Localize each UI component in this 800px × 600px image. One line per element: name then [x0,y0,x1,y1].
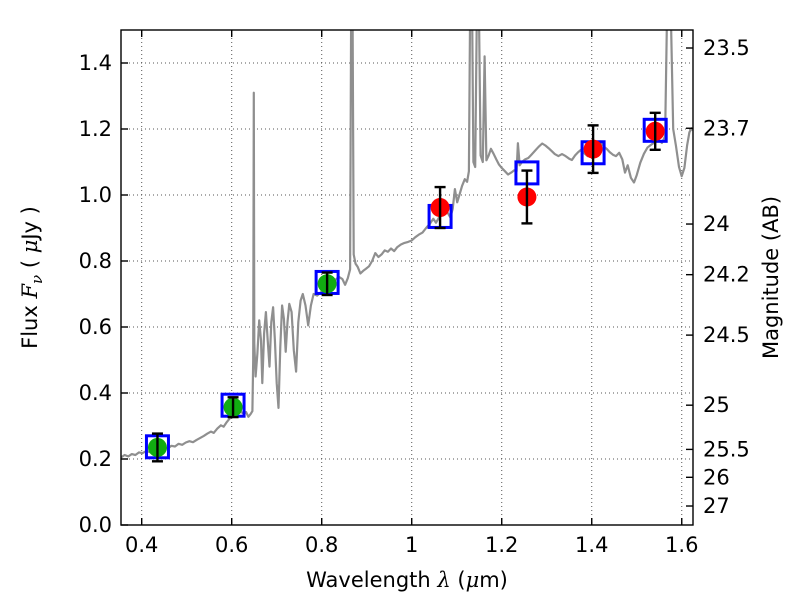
mag-tick-label: 24 [703,212,730,236]
flux-tick-label: 0.6 [79,315,112,339]
error-bars [151,111,661,463]
flux-tick-labels: 0.0 0.2 0.4 0.6 0.8 1.0 1.2 1.4 [79,51,112,537]
x-tick-label: 1.4 [575,533,608,557]
x-tick-label: 1.6 [665,533,698,557]
x-tick-label: 0.6 [215,533,248,557]
y-axis-title-left: Flux Fν ( μJy ) [18,206,46,349]
x-tick-label: 1 [405,533,418,557]
y-axis-title-right: Magnitude (AB) [759,196,783,359]
mag-tick-label: 23.5 [703,36,750,60]
mag-tick-label: 27 [703,494,730,518]
flux-tick-label: 0.8 [79,249,112,273]
grid [121,30,693,525]
mag-tick-label: 25 [703,393,730,417]
flux-tick-label: 0.4 [79,381,112,405]
x-tick-label: 0.8 [305,533,338,557]
mag-tick-label: 24.5 [703,323,750,347]
mag-tick-label: 25.5 [703,437,750,461]
flux-tick-label: 0.0 [79,513,112,537]
x-tick-label: 0.4 [125,533,158,557]
mag-tick-label: 24.2 [703,263,750,287]
flux-tick-label: 1.4 [79,51,112,75]
mag-tick-labels: 23.5 23.7 24 24.2 24.5 25 25.5 26 27 [703,36,750,518]
flux-tick-label: 1.0 [79,183,112,207]
axis-ticks [121,30,693,526]
x-tick-labels: 0.4 0.6 0.8 1 1.2 1.4 1.6 [125,533,698,557]
flux-tick-label: 0.2 [79,447,112,471]
x-tick-label: 1.2 [485,533,518,557]
flux-tick-label: 1.2 [79,117,112,141]
mag-tick-label: 26 [703,465,730,489]
mag-tick-label: 23.7 [703,116,750,140]
x-axis-title: Wavelength λ (μm) [306,568,508,592]
axes-frame [120,29,694,526]
